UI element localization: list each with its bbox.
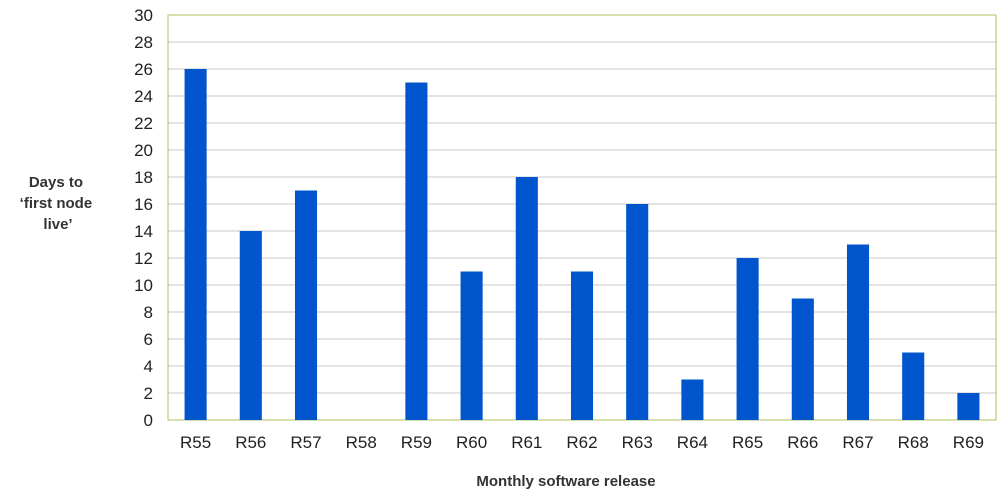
y-tick-label: 2 — [144, 384, 153, 403]
y-axis-title-line-1: Days to — [29, 174, 83, 191]
x-tick-label: R58 — [346, 433, 377, 452]
bar-R55 — [184, 69, 207, 420]
x-tick-label: R61 — [511, 433, 542, 452]
x-tick-label: R68 — [898, 433, 929, 452]
y-tick-label: 10 — [134, 276, 153, 295]
bar-R69 — [957, 393, 980, 420]
y-tick-label: 22 — [134, 114, 153, 133]
y-tick-label: 26 — [134, 60, 153, 79]
bar-R65 — [736, 258, 759, 420]
x-tick-label: R60 — [456, 433, 487, 452]
x-tick-label: R65 — [732, 433, 763, 452]
y-tick-label: 20 — [134, 141, 153, 160]
y-tick-label: 8 — [144, 303, 153, 322]
x-tick-label: R55 — [180, 433, 211, 452]
bar-R62 — [570, 271, 594, 420]
x-tick-label: R56 — [235, 433, 266, 452]
x-tick-label: R59 — [401, 433, 432, 452]
bar-R59 — [405, 82, 428, 420]
bar-R56 — [239, 231, 262, 420]
y-tick-label: 24 — [134, 87, 153, 106]
y-tick-label: 0 — [144, 411, 153, 430]
x-tick-label: R66 — [787, 433, 818, 452]
y-tick-label: 30 — [134, 6, 153, 25]
y-tick-label: 12 — [134, 249, 153, 268]
bar-R60 — [460, 271, 483, 420]
bar-R68 — [902, 352, 925, 420]
bar-R63 — [626, 204, 649, 420]
x-tick-label: R62 — [566, 433, 597, 452]
y-tick-label: 4 — [144, 357, 153, 376]
bar-R66 — [791, 298, 814, 420]
y-tick-label: 14 — [134, 222, 153, 241]
x-tick-label: R63 — [622, 433, 653, 452]
bar-R57 — [294, 190, 318, 420]
y-tick-label: 18 — [134, 168, 153, 187]
x-tick-label: R69 — [953, 433, 984, 452]
y-axis-title-line-2: ‘first node — [20, 195, 93, 212]
y-axis-title-line-3: live’ — [43, 216, 72, 233]
x-tick-label: R64 — [677, 433, 708, 452]
bar-R61 — [515, 177, 538, 420]
x-tick-labels: R55 R56 R57 R58 R59 R60 R61 R62 R63 R64 R65 R66 R67 R… — [180, 433, 984, 452]
bars — [184, 69, 980, 420]
bar-R67 — [846, 244, 870, 420]
y-tick-label: 28 — [134, 33, 153, 52]
x-tick-label: R67 — [842, 433, 873, 452]
bar-R64 — [681, 379, 704, 420]
x-axis-title: Monthly software release — [476, 473, 655, 490]
y-axis-title: Days to ‘first node live’ — [20, 174, 97, 233]
y-tick-label: 6 — [144, 330, 153, 349]
x-tick-label: R57 — [290, 433, 321, 452]
y-tick-label: 16 — [134, 195, 153, 214]
